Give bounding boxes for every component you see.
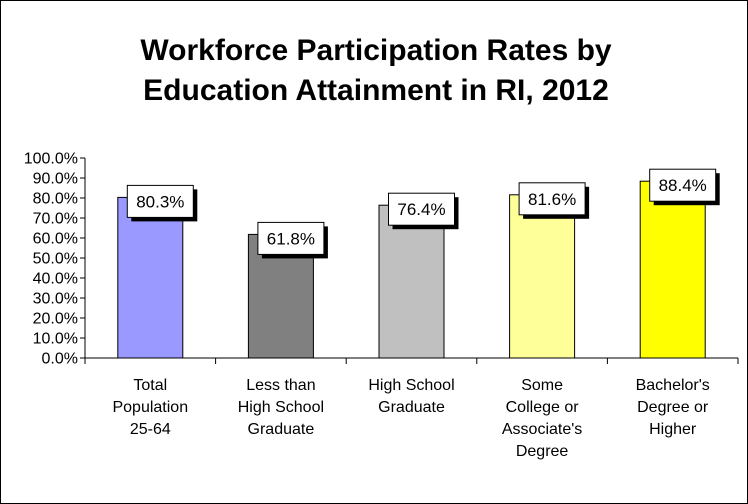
data-label: 61.8%: [267, 229, 315, 248]
category-label-line: Degree: [516, 443, 569, 460]
category-label-line: High School: [368, 377, 454, 394]
data-label-box: [649, 168, 717, 202]
category-label-line: Higher: [649, 421, 697, 438]
y-tick-label: 40.0%: [33, 271, 78, 288]
y-tick-label: 10.0%: [33, 331, 78, 348]
y-tick-label: 30.0%: [33, 291, 78, 308]
y-tick-label: 50.0%: [33, 251, 78, 268]
y-tick-label: 90.0%: [33, 171, 78, 188]
category-label-line: Graduate: [378, 399, 445, 416]
y-tick-label: 100.0%: [24, 151, 78, 168]
y-tick-label: 70.0%: [33, 211, 78, 228]
y-tick-label: 80.0%: [33, 191, 78, 208]
y-tick-label: 20.0%: [33, 311, 78, 328]
bar: [639, 180, 706, 359]
category-label-line: Population: [112, 399, 188, 416]
chart-title-line-2: Education Attainment in RI, 2012: [143, 74, 609, 107]
data-label-box: [126, 184, 194, 218]
category-label-line: Graduate: [248, 421, 315, 438]
category-label-line: Less than: [246, 377, 315, 394]
chart-title-line-1: Workforce Participation Rates by: [140, 34, 612, 67]
category-label-line: Some: [521, 377, 563, 394]
category-label-line: High School: [238, 399, 324, 416]
bar: [378, 204, 445, 359]
bar: [509, 194, 576, 359]
y-tick-label: 60.0%: [33, 231, 78, 248]
data-label-box: [388, 192, 455, 226]
data-label: 76.4%: [397, 200, 445, 219]
category-label-line: Degree or: [637, 399, 709, 416]
y-tick-label: 0.0%: [42, 351, 78, 368]
bar: [117, 196, 184, 359]
data-label: 81.6%: [528, 190, 576, 209]
category-label-line: Associate's: [502, 421, 582, 438]
data-label: 80.3%: [136, 192, 184, 211]
category-label-line: Bachelor's: [636, 377, 710, 394]
data-label-box: [518, 182, 586, 216]
data-label-box: [257, 221, 325, 255]
category-label-line: 25-64: [130, 421, 171, 438]
category-label-line: College or: [506, 399, 580, 416]
category-label-line: Total: [133, 377, 167, 394]
data-label: 88.4%: [659, 176, 707, 195]
